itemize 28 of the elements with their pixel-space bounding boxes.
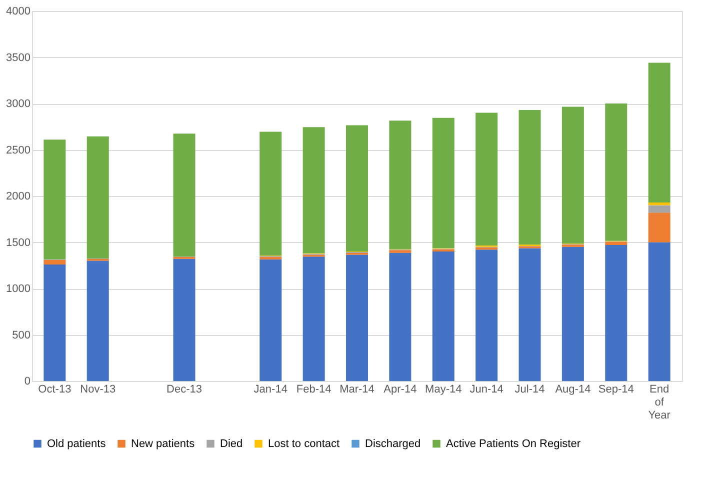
y-tick-label: 0 [24,376,30,388]
x-tick-label: Feb-14 [296,384,332,396]
legend-label: Lost to contact [268,438,340,450]
x-tick-label: Apr-14 [384,384,417,396]
x-tick-label: Mar-14 [340,384,374,396]
y-tick-label: 2500 [6,144,30,156]
y-tick-label: 2000 [6,190,30,202]
y-tick-label: 3500 [6,52,30,64]
x-tick-label: Jan-14 [254,384,288,396]
x-tick-label: Sep-14 [598,384,634,396]
legend-label: Died [220,438,243,450]
x-tick-label: Aug-14 [555,384,591,396]
legend-label: Active Patients On Register [446,438,581,450]
y-tick-label: 1000 [6,283,30,295]
x-tick-label: Jul-14 [514,384,545,396]
x-tick-label: May-14 [425,384,462,396]
x-tick-label: Oct-13 [38,384,72,396]
legend-label: New patients [131,438,196,450]
x-tick-label: Jun-14 [470,384,504,396]
legend-label: Old patients [47,438,106,450]
x-tick-label: Dec-13 [166,384,202,396]
legend-label: Discharged [365,438,421,450]
y-tick-label: 500 [12,329,30,342]
y-tick-label: 4000 [6,6,30,18]
y-tick-label: 3000 [6,98,30,110]
x-tick-label: End of Year [648,384,671,422]
x-tick-label: Nov-13 [80,384,116,396]
y-tick-label: 1500 [6,236,30,249]
